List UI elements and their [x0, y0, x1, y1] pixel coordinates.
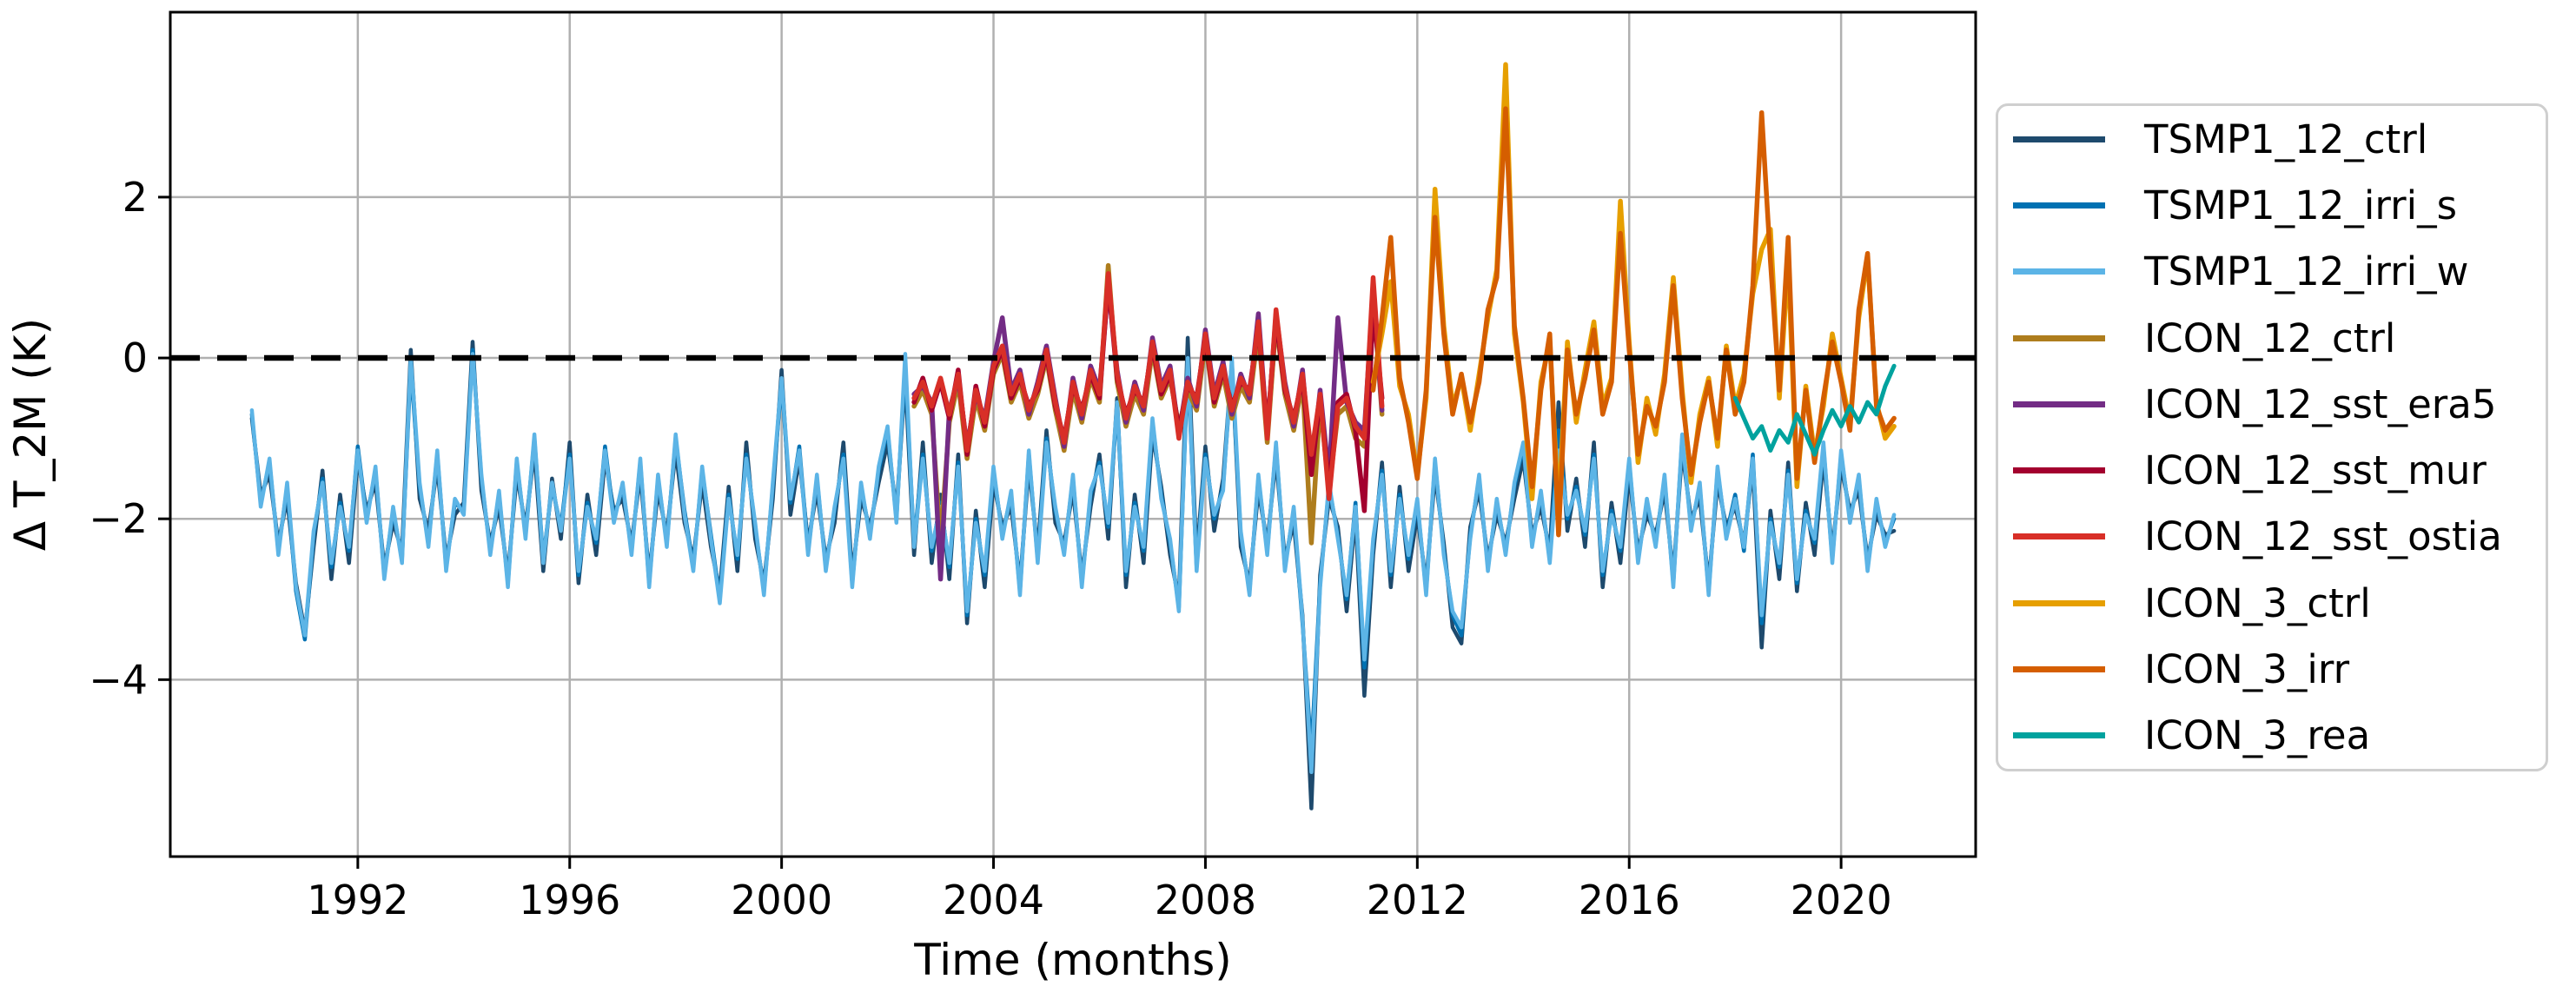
- series-line-icon-3-rea: [1732, 363, 1897, 457]
- x-tick-label-2016: 2016: [1579, 877, 1680, 923]
- legend-swatch-tsmp1-12-irri-s: [2013, 202, 2105, 208]
- series-line-icon-3-irr: [1370, 106, 1897, 538]
- x-tick-label-2004: 2004: [943, 877, 1044, 923]
- legend-label-icon-12-sst-era5: ICON_12_sst_era5: [2144, 381, 2497, 427]
- x-tick-label-1992: 1992: [307, 877, 408, 923]
- legend-item-icon-3-rea: ICON_3_rea: [1998, 703, 2546, 769]
- x-tick-label-2012: 2012: [1367, 877, 1468, 923]
- y-tick-label--2: −2: [89, 495, 148, 542]
- legend-swatch-icon-12-ctrl: [2013, 334, 2105, 341]
- y-tick-label--4: −4: [89, 656, 148, 703]
- legend-swatch-icon-12-sst-mur: [2013, 467, 2105, 474]
- legend-item-icon-12-sst-era5: ICON_12_sst_era5: [1998, 371, 2546, 437]
- legend-item-icon-12-ctrl: ICON_12_ctrl: [1998, 305, 2546, 371]
- legend-item-tsmp1-12-irri-s: TSMP1_12_irri_s: [1998, 172, 2546, 238]
- x-axis-label: Time (months): [913, 935, 1232, 985]
- x-tick-label-2000: 2000: [731, 877, 832, 923]
- legend-label-icon-3-rea: ICON_3_rea: [2144, 712, 2371, 759]
- legend-item-tsmp1-12-irri-w: TSMP1_12_irri_w: [1998, 239, 2546, 305]
- legend-label-icon-12-sst-ostia: ICON_12_sst_ostia: [2144, 513, 2502, 560]
- legend-swatch-tsmp1-12-ctrl: [2013, 136, 2105, 142]
- legend-swatch-tsmp1-12-irri-w: [2013, 268, 2105, 275]
- legend-item-icon-3-irr: ICON_3_irr: [1998, 636, 2546, 702]
- legend-swatch-icon-3-irr: [2013, 666, 2105, 673]
- series-line-tsmp1-12-irri-w: [249, 352, 1897, 775]
- legend-swatch-icon-3-rea: [2013, 732, 2105, 739]
- legend-label-icon-12-sst-mur: ICON_12_sst_mur: [2144, 447, 2487, 494]
- legend-label-icon-12-ctrl: ICON_12_ctrl: [2144, 314, 2396, 361]
- series-line-icon-12-sst-ostia: [911, 271, 1385, 501]
- y-tick-label-0: 0: [123, 334, 148, 381]
- legend-swatch-icon-12-sst-era5: [2013, 400, 2105, 407]
- legend-label-icon-3-irr: ICON_3_irr: [2144, 646, 2350, 693]
- legend: TSMP1_12_ctrl TSMP1_12_irri_s TSMP1_12_irr…: [1996, 103, 2548, 771]
- y-axis-label: Δ T_2M (K): [5, 318, 56, 551]
- legend-item-icon-12-sst-ostia: ICON_12_sst_ostia: [1998, 504, 2546, 570]
- legend-label-tsmp1-12-ctrl: TSMP1_12_ctrl: [2144, 116, 2428, 162]
- legend-item-icon-3-ctrl: ICON_3_ctrl: [1998, 570, 2546, 636]
- x-tick-label-2008: 2008: [1155, 877, 1256, 923]
- legend-label-tsmp1-12-irri-w: TSMP1_12_irri_w: [2144, 248, 2469, 295]
- legend-label-tsmp1-12-irri-s: TSMP1_12_irri_s: [2144, 182, 2458, 228]
- axes-frame: [169, 10, 1977, 858]
- legend-swatch-icon-3-ctrl: [2013, 599, 2105, 606]
- legend-item-icon-12-sst-mur: ICON_12_sst_mur: [1998, 437, 2546, 503]
- x-tick-label-1996: 1996: [519, 877, 620, 923]
- x-tick-label-2020: 2020: [1791, 877, 1892, 923]
- legend-item-tsmp1-12-ctrl: TSMP1_12_ctrl: [1998, 106, 2546, 172]
- legend-label-icon-3-ctrl: ICON_3_ctrl: [2144, 579, 2371, 626]
- y-tick-label-2: 2: [123, 174, 148, 221]
- legend-swatch-icon-12-sst-ostia: [2013, 533, 2105, 540]
